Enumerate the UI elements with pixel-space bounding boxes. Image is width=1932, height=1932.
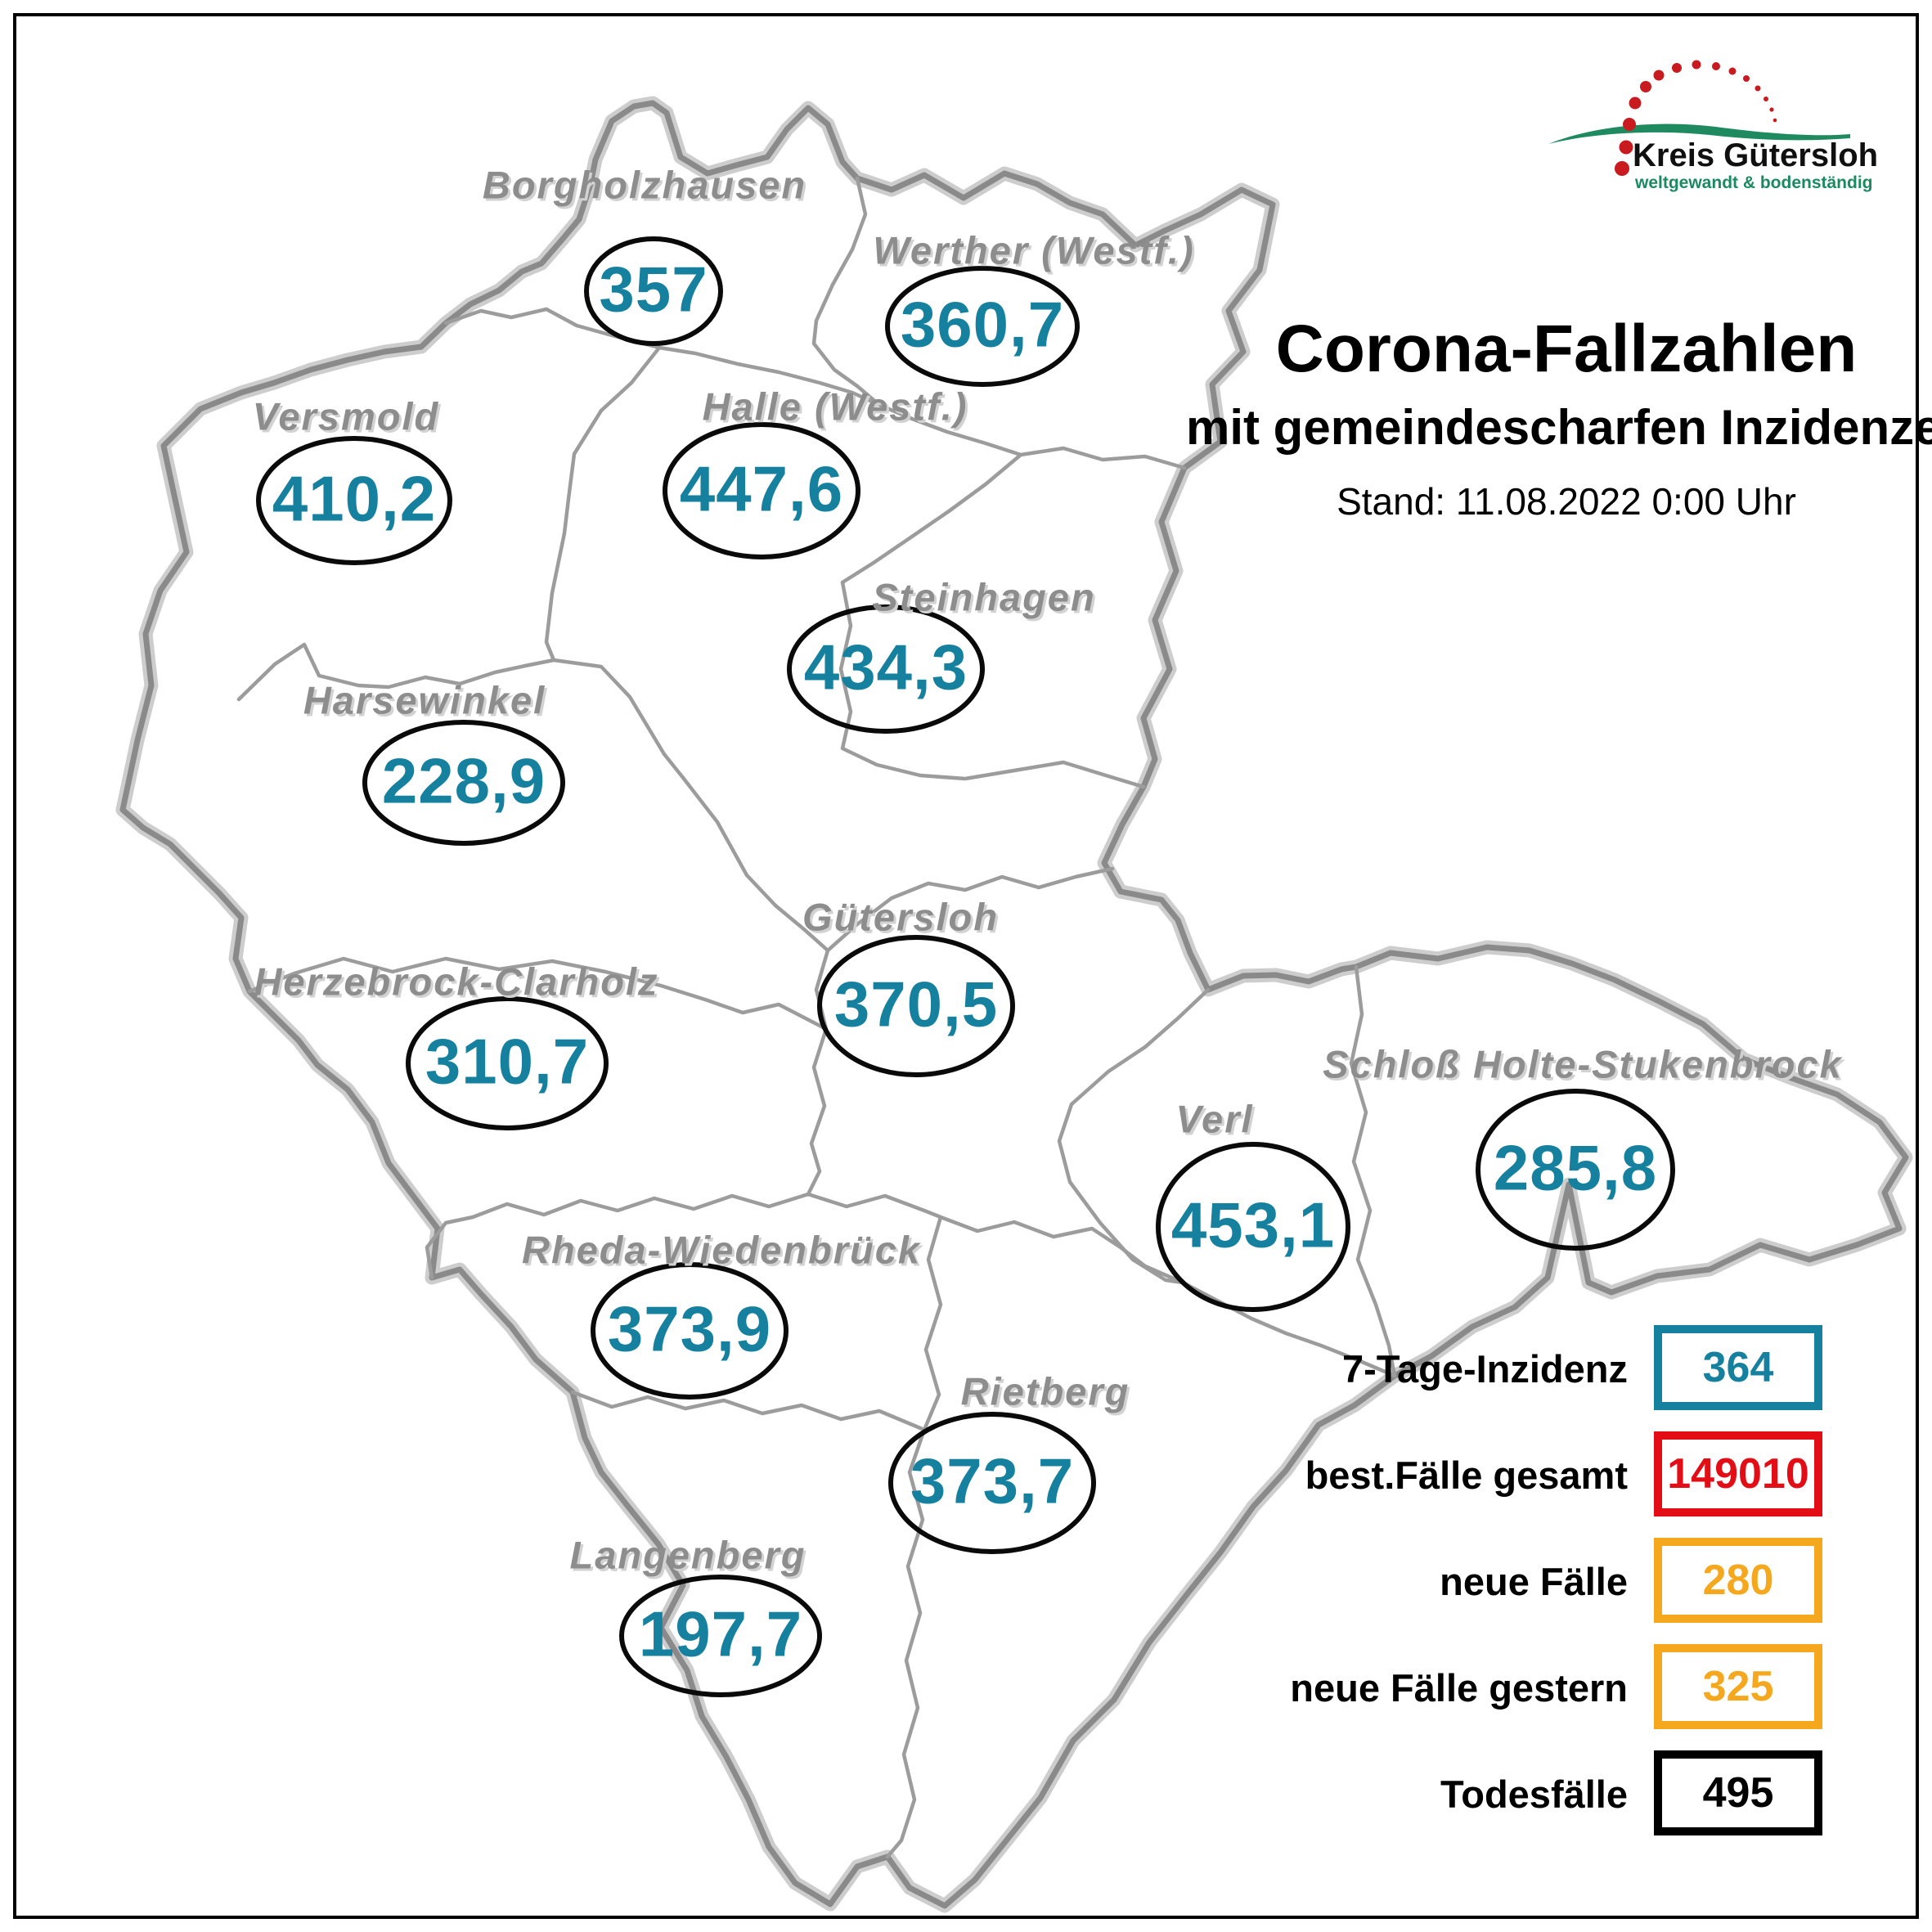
region-label-werther: Werther (Westf.) — [873, 228, 1195, 272]
legend-value-total-cases: 149010 — [1667, 1450, 1809, 1498]
incidence-value-werther: 360,7 — [900, 288, 1065, 361]
legend-box-new-cases: 280 — [1654, 1538, 1822, 1623]
legend-label-total-cases: best.Fälle gesamt — [1305, 1453, 1628, 1497]
region-label-herzebrock: Herzebrock-Clarholz — [254, 959, 659, 1004]
page-title: Corona-Fallzahlen — [1275, 312, 1858, 386]
incidence-value-rietberg: 373,7 — [910, 1445, 1075, 1517]
incidence-ellipse-verl — [1156, 1142, 1350, 1312]
logo-tagline: weltgewandt & bodenständig — [1635, 173, 1873, 192]
region-label-shs: Schloß Holte-Stukenbrock — [1323, 1042, 1843, 1086]
legend-label-new-cases: neue Fälle — [1440, 1560, 1628, 1603]
incidence-ellipse-steinhagen — [787, 604, 985, 734]
incidence-ellipse-langenberg — [619, 1575, 822, 1697]
region-label-verl: Verl — [1175, 1097, 1254, 1141]
region-label-versmold: Versmold — [252, 394, 440, 438]
legend-value-new-cases: 280 — [1702, 1557, 1774, 1604]
logo-dot-arc — [1615, 60, 1777, 176]
legend-label-new-cases-yesterday: neue Fälle gestern — [1290, 1666, 1628, 1710]
region-label-harsewinkel: Harsewinkel — [303, 678, 546, 722]
incidence-value-halle: 447,6 — [679, 452, 844, 525]
municipal-borders — [236, 176, 1397, 1859]
incidence-ellipse-rheda — [591, 1262, 789, 1400]
incidence-ellipse-versmold — [256, 436, 452, 565]
district-outline — [119, 100, 1909, 1909]
region-label-guetersloh: Gütersloh — [802, 895, 999, 939]
incidence-ellipse-rietberg — [888, 1412, 1096, 1554]
legend-label-incidence: 7-Tage-Inzidenz — [1341, 1347, 1628, 1391]
incidence-ellipse-werther — [885, 266, 1080, 387]
incidence-ellipse-harsewinkel — [362, 720, 565, 846]
logo-name: Kreis Gütersloh — [1633, 137, 1879, 173]
incidence-ellipse-herzebrock — [406, 996, 609, 1130]
incidence-value-herzebrock: 310,7 — [425, 1025, 590, 1098]
incidence-ellipses — [256, 236, 1675, 1697]
incidence-value-shs: 285,8 — [1493, 1131, 1658, 1204]
region-label-steinhagen: Steinhagen — [872, 575, 1096, 619]
logo-swoosh — [1548, 124, 1850, 144]
region-label-langenberg: Langenberg — [569, 1533, 806, 1577]
legend-box-deaths: 495 — [1654, 1750, 1822, 1835]
legend-label-deaths: Todesfälle — [1440, 1772, 1628, 1816]
page-subtitle: mit gemeindescharfen Inzidenzen — [1186, 400, 1932, 455]
legend-box-incidence: 364 — [1654, 1325, 1822, 1410]
region-label-rheda: Rheda-Wiedenbrück — [522, 1228, 921, 1272]
incidence-ellipse-guetersloh — [817, 935, 1015, 1077]
legend-box-total-cases: 149010 — [1654, 1431, 1822, 1516]
region-label-borgholzhausen: Borgholzhausen — [482, 163, 807, 207]
legend-value-incidence: 364 — [1702, 1344, 1774, 1391]
region-label-rietberg: Rietberg — [960, 1369, 1130, 1413]
incidence-value-borgholzhausen: 357 — [599, 253, 708, 326]
incidence-value-versmold: 410,2 — [272, 462, 437, 535]
legend-box-new-cases-yesterday: 325 — [1654, 1644, 1822, 1729]
incidence-value-steinhagen: 434,3 — [803, 631, 968, 703]
incidence-value-rheda: 373,9 — [607, 1292, 772, 1365]
status-date: Stand: 11.08.2022 0:00 Uhr — [1337, 480, 1796, 523]
incidence-ellipse-shs — [1476, 1089, 1675, 1251]
region-label-halle: Halle (Westf.) — [702, 384, 968, 429]
incidence-ellipse-borgholzhausen — [584, 236, 723, 346]
incidence-value-harsewinkel: 228,9 — [381, 744, 546, 817]
logo-graphic — [1548, 60, 1850, 176]
legend-value-new-cases-yesterday: 325 — [1702, 1663, 1774, 1710]
incidence-value-guetersloh: 370,5 — [833, 968, 999, 1040]
incidence-value-langenberg: 197,7 — [638, 1597, 803, 1670]
legend-value-deaths: 495 — [1702, 1769, 1774, 1817]
incidence-value-verl: 453,1 — [1170, 1188, 1336, 1261]
incidence-ellipse-halle — [663, 422, 860, 559]
